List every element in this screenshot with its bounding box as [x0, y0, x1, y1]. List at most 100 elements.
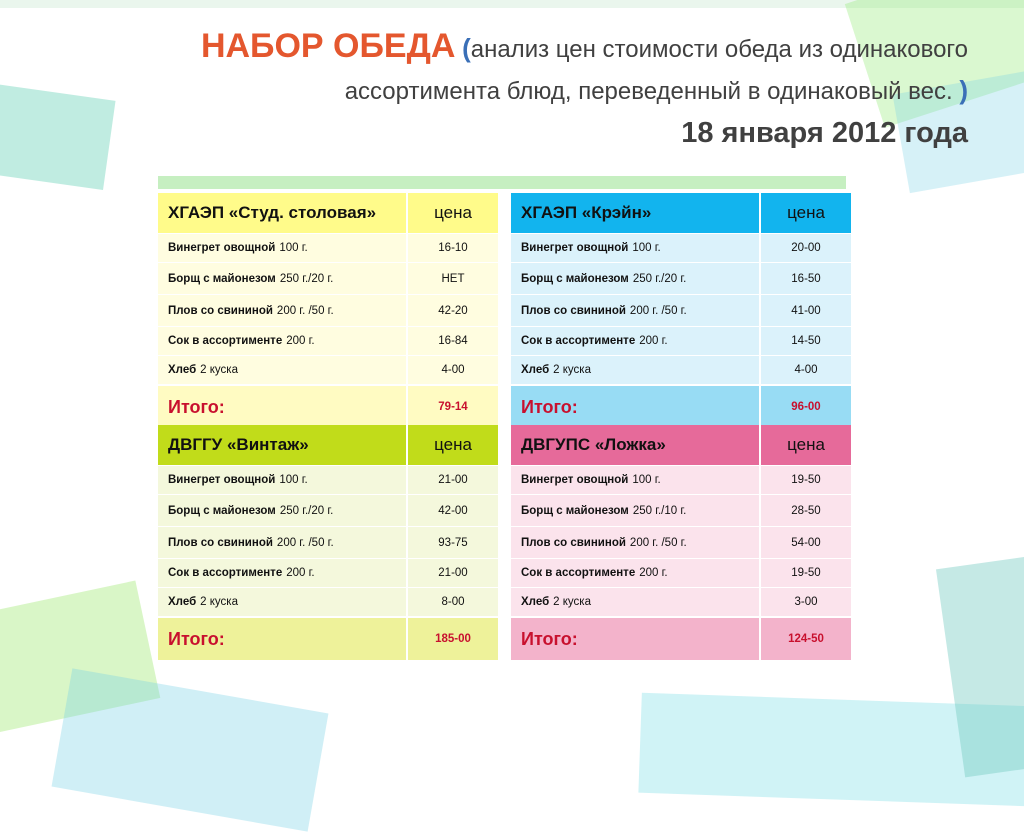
title-line-1: НАБОР ОБЕДА (анализ цен стоимости обеда …	[60, 26, 968, 70]
total-label: Итого:	[158, 618, 408, 660]
dish-cell: Винегрет овощной 100 г.	[511, 466, 761, 494]
dish-price: 42-00	[438, 504, 468, 517]
title-subtitle-line-2: ассортимента блюд, переведенный в одинак…	[344, 78, 953, 105]
dish-portion: 200 г.	[286, 567, 315, 579]
dish-name: Винегрет овощной	[168, 242, 276, 254]
dish-price: 16-84	[438, 335, 468, 347]
quadrant-lozhka: ДВГУПС «Ложка» цена Винегрет овощной 100 г.…	[511, 425, 851, 660]
dish-cell: Борщ с майонезом 250 г./10 г.	[511, 495, 761, 526]
table-row: Винегрет овощной 100 г. 19-50	[511, 465, 851, 494]
total-value: 124-50	[788, 633, 824, 645]
dish-price: 16-50	[791, 272, 821, 285]
canteen-name: ДВГУПС «Ложка»	[511, 425, 761, 465]
dish-name: Сок в ассортименте	[168, 567, 283, 579]
dish-name: Хлеб	[521, 596, 550, 608]
table-row: Борщ с майонезом 250 г./20 г. НЕТ	[158, 262, 498, 294]
table-row: Хлеб 2 куска 8-00	[158, 587, 498, 616]
dish-cell: Сок в ассортименте 200 г.	[158, 327, 408, 355]
dish-name: Винегрет овощной	[168, 474, 276, 486]
dish-price: 41-00	[791, 304, 821, 317]
dish-cell: Сок в ассортименте 200 г.	[511, 327, 761, 355]
table-row: Винегрет овощной 100 г. 20-00	[511, 233, 851, 262]
table-row: Винегрет овощной 100 г. 21-00	[158, 465, 498, 494]
title-line-2: ассортимента блюд, переведенный в одинак…	[60, 70, 968, 112]
dish-cell: Винегрет овощной 100 г.	[511, 234, 761, 262]
dish-cell: Плов со свининой 200 г. /50 г.	[511, 527, 761, 558]
dish-portion: 250 г./20 г.	[279, 504, 334, 517]
dish-portion: 100 г.	[279, 242, 308, 254]
price-column-header: цена	[434, 203, 472, 222]
dish-price: 21-00	[438, 567, 468, 579]
quadrant-vintazh: ДВГГУ «Винтаж» цена Винегрет овощной 100 г.…	[158, 425, 498, 660]
dish-price: 42-20	[438, 304, 468, 317]
table-header: ХГАЭП «Крэйн» цена	[511, 193, 851, 233]
dish-cell: Винегрет овощной 100 г.	[158, 234, 408, 262]
dish-name: Плов со свининой	[168, 304, 273, 317]
decor-shape	[935, 552, 1024, 778]
dish-name: Борщ с майонезом	[168, 504, 276, 517]
canteen-name: ХГАЭП «Студ. столовая»	[158, 193, 408, 233]
table-row: Борщ с майонезом 250 г./10 г. 28-50	[511, 494, 851, 526]
total-label: Итого:	[158, 386, 408, 428]
title-main: НАБОР ОБЕДА	[200, 27, 456, 65]
dish-portion: 2 куска	[200, 596, 238, 608]
canteen-name: ДВГГУ «Винтаж»	[158, 425, 408, 465]
dish-portion: 200 г. /50 г.	[629, 304, 687, 317]
dish-name: Хлеб	[168, 364, 197, 376]
table-header: ДВГУПС «Ложка» цена	[511, 425, 851, 465]
table-row: Хлеб 2 куска 4-00	[511, 355, 851, 384]
dish-name: Плов со свининой	[521, 536, 626, 549]
dish-price: 8-00	[441, 596, 465, 608]
dish-price: 19-50	[791, 474, 821, 486]
dish-price: 93-75	[438, 536, 468, 549]
table-row: Сок в ассортименте 200 г. 16-84	[158, 326, 498, 355]
dish-cell: Хлеб 2 куска	[158, 356, 408, 384]
table-row: Хлеб 2 куска 4-00	[158, 355, 498, 384]
total-label: Итого:	[511, 386, 761, 428]
dish-portion: 250 г./20 г.	[632, 272, 687, 285]
dish-name: Сок в ассортименте	[168, 335, 283, 347]
dish-cell: Борщ с майонезом 250 г./20 г.	[511, 263, 761, 294]
dish-portion: 200 г. /50 г.	[276, 304, 334, 317]
dish-name: Сок в ассортименте	[521, 567, 636, 579]
dish-portion: 200 г. /50 г.	[276, 536, 334, 549]
table-row: Винегрет овощной 100 г. 16-10	[158, 233, 498, 262]
price-column-header: цена	[787, 435, 825, 454]
table-row: Плов со свининой 200 г. /50 г. 54-00	[511, 526, 851, 558]
dish-cell: Сок в ассортименте 200 г.	[158, 559, 408, 587]
dish-portion: 200 г.	[286, 335, 315, 347]
table-row: Хлеб 2 куска 3-00	[511, 587, 851, 616]
dish-cell: Хлеб 2 куска	[158, 588, 408, 616]
price-column-header: цена	[434, 435, 472, 454]
dish-name: Плов со свининой	[168, 536, 273, 549]
dish-name: Винегрет овощной	[521, 474, 629, 486]
dish-cell: Борщ с майонезом 250 г./20 г.	[158, 495, 408, 526]
title-subtitle-line-1: анализ цен стоимости обеда из одинаковог…	[470, 36, 968, 63]
dish-price: 16-10	[438, 242, 468, 254]
table-row: Борщ с майонезом 250 г./20 г. 42-00	[158, 494, 498, 526]
canteen-name: ХГАЭП «Крэйн»	[511, 193, 761, 233]
table-row: Борщ с майонезом 250 г./20 г. 16-50	[511, 262, 851, 294]
dish-cell: Хлеб 2 куска	[511, 588, 761, 616]
total-row: Итого: 96-00	[511, 384, 851, 428]
dish-portion: 2 куска	[553, 364, 591, 376]
dish-cell: Винегрет овощной 100 г.	[158, 466, 408, 494]
dish-price: 19-50	[791, 567, 821, 579]
dish-cell: Хлеб 2 куска	[511, 356, 761, 384]
title-date: 18 января 2012 года	[681, 117, 968, 149]
dish-name: Борщ с майонезом	[521, 272, 629, 285]
dish-portion: 200 г.	[639, 567, 668, 579]
dish-price: 21-00	[438, 474, 468, 486]
decor-shape	[51, 668, 329, 832]
dish-name: Борщ с майонезом	[168, 272, 276, 285]
total-value: 96-00	[791, 401, 821, 413]
table-header: ДВГГУ «Винтаж» цена	[158, 425, 498, 465]
table-row: Сок в ассортименте 200 г. 21-00	[158, 558, 498, 587]
table-row: Плов со свининой 200 г. /50 г. 93-75	[158, 526, 498, 558]
table-row: Плов со свининой 200 г. /50 г. 41-00	[511, 294, 851, 326]
dish-price: 54-00	[791, 536, 821, 549]
total-row: Итого: 79-14	[158, 384, 498, 428]
total-label: Итого:	[511, 618, 761, 660]
dish-cell: Сок в ассортименте 200 г.	[511, 559, 761, 587]
total-value: 185-00	[435, 633, 471, 645]
